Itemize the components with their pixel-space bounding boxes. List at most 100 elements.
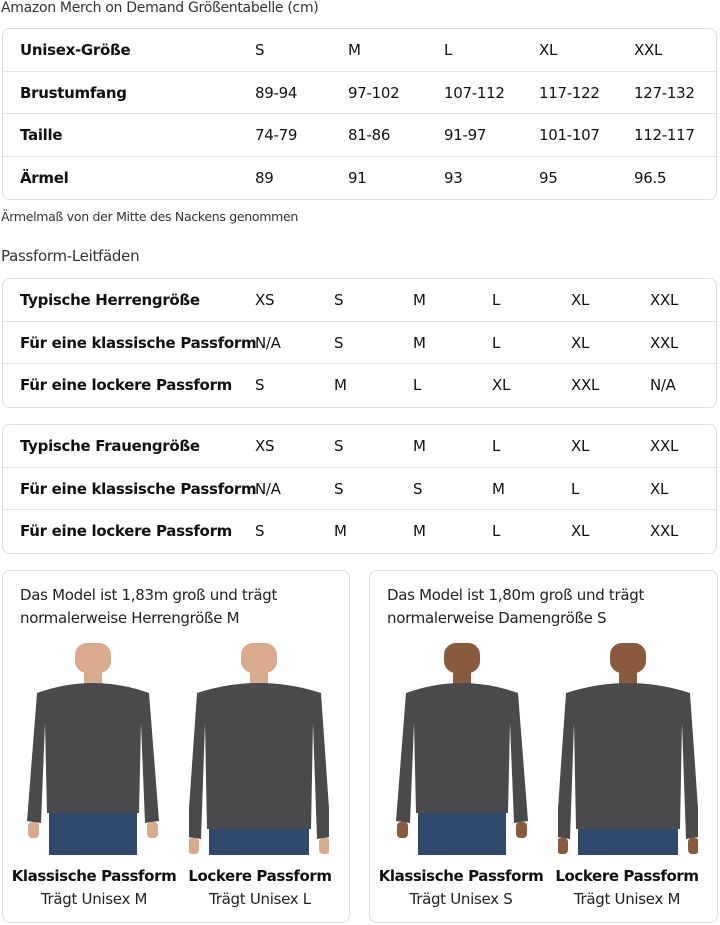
hands: [397, 822, 408, 838]
model-photo-loose: [556, 643, 700, 859]
table-cell: 96.5: [634, 168, 667, 187]
fit-label: Klassische Passform: [11, 867, 177, 885]
table-cell: 97-102: [348, 83, 400, 102]
fit-size: Trägt Unisex M: [573, 890, 681, 908]
table-cell: L: [492, 291, 501, 309]
model-photo-classic: [392, 643, 532, 859]
table-cell: 74-79: [255, 126, 298, 144]
model-description: Das Model ist 1,83m groß und trägt norma…: [20, 586, 278, 627]
table-cell: M: [334, 522, 347, 540]
table-row: Für eine klassische Passform N/A S S M L XL: [3, 468, 716, 510]
table-cell: XL: [571, 291, 590, 309]
sweatshirt: [27, 683, 159, 823]
table-cell: XL: [492, 376, 511, 394]
jeans: [418, 813, 506, 855]
table-cell: L: [571, 479, 580, 498]
jeans: [49, 813, 137, 855]
model-description: Das Model ist 1,80m groß und trägt norma…: [387, 586, 645, 627]
table-cell: 101-107: [539, 126, 600, 144]
table-cell: XS: [255, 437, 275, 455]
table-cell: L: [492, 437, 501, 455]
table-row: Für eine klassische Passform N/A S M L XL XXL: [3, 322, 716, 364]
table-row: Brustumfang 89-94 97-102 107-112 117-122 127-…: [3, 72, 716, 114]
table-cell: M: [348, 41, 361, 59]
table-cell: S: [334, 291, 344, 309]
table-cell: XXL: [650, 437, 679, 455]
row-label: Für eine lockere Passform: [20, 522, 232, 540]
women-model-card: Das Model ist 1,80m groß und trägt norma…: [369, 570, 718, 923]
table-cell: L: [492, 333, 501, 352]
row-label: Für eine lockere Passform: [20, 376, 232, 394]
row-label: Für eine klassische Passform: [20, 333, 257, 352]
hands: [319, 838, 330, 854]
table-row: Typische Frauengröße XS S M L XL XXL: [3, 425, 716, 468]
fit-label: Lockere Passform: [188, 867, 332, 885]
hands: [516, 822, 527, 838]
table-cell: M: [413, 291, 426, 309]
table-cell: 117-122: [539, 83, 600, 102]
table-cell: XL: [650, 479, 669, 498]
model-neck: [250, 665, 268, 687]
table-row: Für eine lockere Passform S M M L XL XXL: [3, 510, 716, 553]
jeans: [578, 829, 678, 855]
hands: [147, 822, 158, 838]
table-cell: 81-86: [348, 126, 391, 144]
fit-label: Klassische Passform: [378, 867, 544, 885]
sleeve-note: Ärmelmaß von der Mitte des Nackens genom…: [1, 209, 299, 224]
table-cell: L: [444, 41, 453, 59]
table-row: Typische Herrengröße XS S M L XL XXL: [3, 279, 716, 322]
hands: [557, 838, 568, 854]
table-cell: XXL: [571, 376, 600, 394]
table-row: Ärmel 89 91 93 95 96.5: [3, 157, 716, 200]
fit-size: Trägt Unisex S: [409, 890, 513, 908]
table-cell: XXL: [650, 333, 679, 352]
table-cell: XL: [539, 41, 558, 59]
row-label: Brustumfang: [20, 83, 127, 102]
row-label: Unisex-Größe: [20, 41, 131, 59]
model-neck: [619, 665, 637, 687]
table-cell: N/A: [650, 376, 676, 394]
fit-guide-title: Passform-Leitfäden: [1, 247, 140, 265]
table-cell: 89-94: [255, 83, 298, 102]
hands: [188, 838, 199, 854]
row-label: Ärmel: [20, 168, 69, 187]
table-cell: 91: [348, 168, 367, 187]
model-neck: [84, 665, 102, 687]
table-row: Taille 74-79 81-86 91-97 101-107 112-117: [3, 114, 716, 157]
table-cell: XL: [571, 333, 590, 352]
table-row: Unisex-Größe S M L XL XXL: [3, 29, 716, 72]
table-cell: S: [334, 333, 344, 352]
men-model-card: Das Model ist 1,83m groß und trägt norma…: [2, 570, 350, 923]
hands: [688, 838, 699, 854]
table-cell: 93: [444, 168, 463, 187]
fit-label: Lockere Passform: [555, 867, 699, 885]
hands: [28, 822, 39, 838]
sweatshirt: [396, 683, 528, 823]
table-cell: S: [334, 479, 344, 498]
table-cell: XXL: [650, 291, 679, 309]
table-cell: S: [255, 376, 265, 394]
size-table: Unisex-Größe S M L XL XXL Brustumfang 89-94 97-1…: [2, 28, 717, 200]
table-row: Für eine lockere Passform S M L XL XXL N/A: [3, 364, 716, 407]
chart-title: Amazon Merch on Demand Größentabelle (cm…: [1, 0, 319, 16]
model-photo-classic: [23, 643, 163, 859]
table-cell: S: [413, 479, 423, 498]
table-cell: 95: [539, 168, 558, 187]
row-label: Typische Herrengröße: [20, 291, 200, 309]
table-cell: 127-132: [634, 83, 695, 102]
row-label: Typische Frauengröße: [20, 437, 200, 455]
table-cell: M: [413, 437, 426, 455]
table-cell: M: [413, 333, 426, 352]
men-fit-table: Typische Herrengröße XS S M L XL XXL Für eine k…: [2, 278, 717, 408]
table-cell: 107-112: [444, 83, 505, 102]
sweatshirt: [556, 683, 700, 839]
table-cell: M: [413, 522, 426, 540]
fit-size: Trägt Unisex L: [209, 890, 311, 908]
model-neck: [453, 665, 471, 687]
fit-size: Trägt Unisex M: [40, 890, 148, 908]
table-cell: N/A: [255, 479, 281, 498]
table-cell: M: [334, 376, 347, 394]
sweatshirt: [187, 683, 331, 839]
table-cell: 112-117: [634, 126, 695, 144]
table-cell: XL: [571, 437, 590, 455]
